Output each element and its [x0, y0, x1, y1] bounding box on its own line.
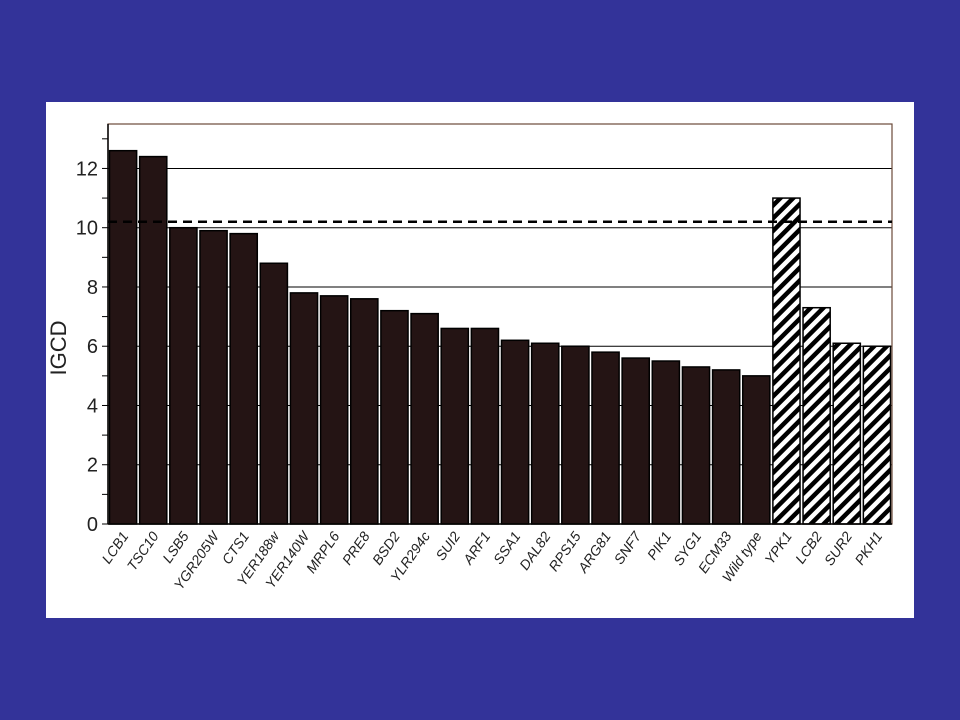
bars — [108, 149, 892, 525]
bar-ecm33 — [711, 369, 741, 525]
bar-bsd2 — [380, 309, 409, 525]
bar-rps15 — [561, 345, 590, 525]
y-tick-label: 6 — [87, 336, 98, 358]
y-tick-label: 8 — [87, 277, 98, 299]
bar-lcb1 — [108, 149, 138, 525]
category-label: PKH1 — [851, 529, 885, 568]
bar-yer140w — [289, 292, 319, 525]
bar-pre8 — [349, 298, 379, 525]
category-label: SUR2 — [821, 528, 856, 568]
bar-pkh1 — [862, 345, 892, 525]
bar-tsc10 — [138, 155, 168, 525]
y-tick-label: 2 — [87, 455, 98, 477]
bar-ypk1 — [772, 197, 801, 525]
bar-lsb5 — [169, 226, 198, 525]
category-label: PIK1 — [644, 529, 675, 563]
bar-wild-type — [741, 375, 771, 525]
bar-snf7 — [621, 357, 651, 525]
y-tick-label: 12 — [76, 158, 98, 180]
bar-ylr294c — [410, 312, 439, 525]
axes — [102, 123, 893, 525]
bar-ygr205w — [199, 229, 228, 525]
y-tick-label: 10 — [76, 218, 98, 240]
y-tick-labels: 0 2 4 6 8 10 12 — [76, 158, 98, 536]
category-labels: LCB1TSC10LSB5YGR205WCTS1YER188wYER140WMR… — [98, 527, 885, 592]
bar-dal82 — [530, 342, 560, 525]
bar-sui2 — [440, 327, 470, 525]
category-label: SNF7 — [611, 528, 645, 567]
category-label: PRE8 — [339, 528, 373, 567]
bar-arg81 — [591, 351, 620, 525]
bar-cts1 — [229, 232, 259, 525]
chart-panel: 0 2 4 6 8 10 12 LCB1 TSC10 LSB5 YGR205W CTS1 YER188… — [46, 102, 914, 618]
bar-sur2 — [832, 342, 862, 525]
bar-pik1 — [651, 360, 681, 525]
bar-yer188w — [259, 262, 289, 525]
bar-mrpl6 — [319, 295, 349, 525]
y-axis-label: IGCD — [46, 321, 71, 376]
category-label: LCB2 — [792, 528, 825, 566]
category-label: ARF1 — [459, 529, 493, 568]
bar-ssa1 — [500, 339, 530, 525]
bar-arf1 — [470, 327, 500, 525]
category-label: TSC10 — [124, 528, 162, 573]
igcd-bar-chart: 0 2 4 6 8 10 12 LCB1TSC10LSB5YGR205WCTS1YER188… — [46, 123, 893, 593]
category-label: YPK1 — [761, 529, 795, 568]
y-tick-label: 4 — [87, 395, 98, 417]
bar-syg1 — [681, 366, 711, 525]
bar-lcb2 — [802, 306, 831, 525]
y-tick-label: 0 — [87, 514, 98, 536]
